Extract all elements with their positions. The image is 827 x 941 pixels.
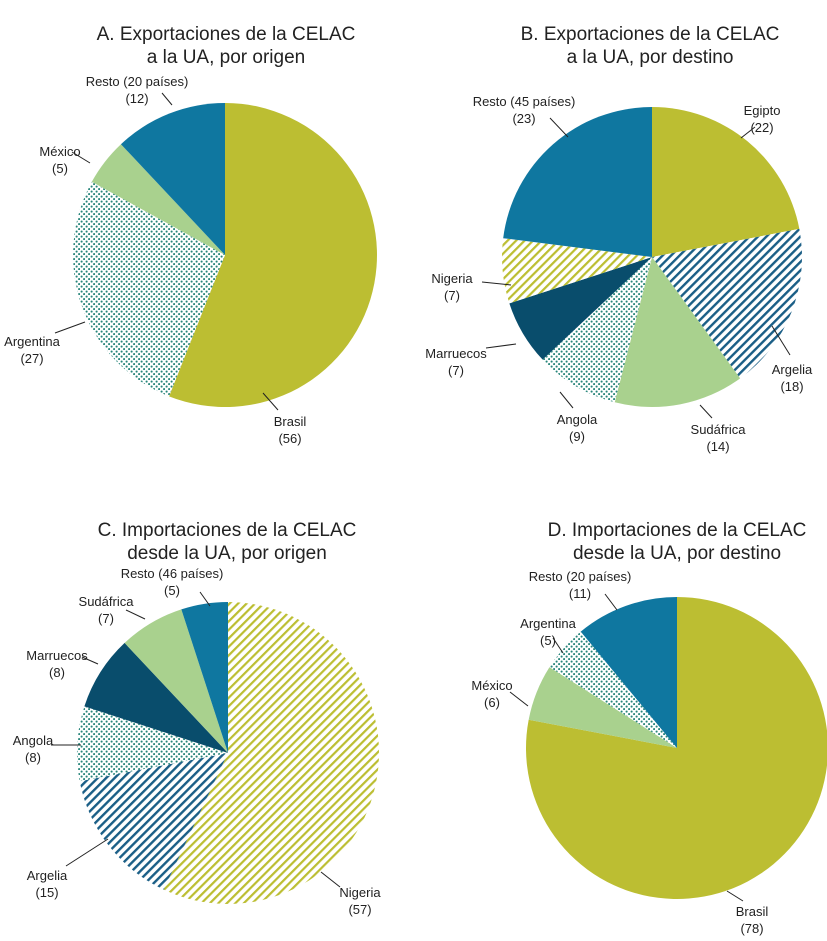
slice-sudafrica xyxy=(614,257,741,408)
leader-line-argelia xyxy=(65,838,109,867)
slice-value-resto-20-paises: (12) xyxy=(125,91,148,106)
pie-chart-b: B. Exportaciones de la CELAC a la UA, por… xyxy=(425,24,813,454)
leader-line-argentina xyxy=(54,321,86,334)
slice-argentina xyxy=(549,631,677,748)
leader-line-egipto xyxy=(740,126,756,139)
slice-label-resto-20-paises: Resto (20 países) xyxy=(86,74,189,89)
slice-argelia xyxy=(79,753,228,890)
slice-resto-46-paises xyxy=(181,602,228,753)
pie-chart-d: D. Importaciones de la CELAC desde la UA,… xyxy=(471,520,827,936)
slice-angola xyxy=(542,257,652,403)
slice-label-resto-45-paises: Resto (45 países) xyxy=(473,94,576,109)
chart-title: B. Exportaciones de la CELAC a la UA, por… xyxy=(521,24,780,68)
slice-value-argelia: (18) xyxy=(780,379,803,394)
slice-value-resto-20-paises: (11) xyxy=(569,586,591,601)
leader-line-angola xyxy=(559,391,574,409)
leader-line-nigeria xyxy=(320,871,341,888)
slice-value-angola: (8) xyxy=(25,750,41,765)
slice-value-nigeria: (7) xyxy=(444,288,460,303)
chart-title: D. Importaciones de la CELAC desde la UA,… xyxy=(548,520,807,564)
slice-resto-20-paises xyxy=(120,103,225,255)
slice-value-mexico: (5) xyxy=(52,161,68,176)
slice-label-egipto: Egipto xyxy=(744,103,781,118)
slice-label-brasil: Brasil xyxy=(274,414,307,429)
slice-label-angola: Angola xyxy=(557,412,598,427)
leader-line-nigeria xyxy=(481,281,512,286)
slice-label-nigeria: Nigeria xyxy=(339,885,381,900)
slice-label-marruecos: Marruecos xyxy=(425,346,487,361)
slice-label-marruecos: Marruecos xyxy=(26,648,88,663)
slice-value-angola: (9) xyxy=(569,429,585,444)
slice-label-resto-20-paises: Resto (20 países) xyxy=(529,569,632,584)
slice-value-marruecos: (8) xyxy=(49,665,65,680)
leader-line-resto-45-paises xyxy=(549,117,569,138)
slice-angola xyxy=(76,706,228,782)
slice-sudafrica xyxy=(124,609,228,753)
leader-line-resto-20-paises xyxy=(161,92,173,106)
slice-label-argelia: Argelia xyxy=(27,868,68,883)
leader-line-marruecos xyxy=(485,343,517,349)
chart-title: A. Exportaciones de la CELAC a la UA, por… xyxy=(97,24,356,68)
slice-value-resto-46-paises: (5) xyxy=(164,583,180,598)
slice-label-angola: Angola xyxy=(13,733,54,748)
leader-line-marruecos xyxy=(81,656,99,665)
slice-label-nigeria: Nigeria xyxy=(431,271,473,286)
slice-value-argelia: (15) xyxy=(35,885,58,900)
slice-brasil xyxy=(526,597,827,899)
leader-line-resto-20-paises xyxy=(604,593,618,611)
slice-argentina xyxy=(72,181,225,397)
slice-label-argelia: Argelia xyxy=(772,362,813,377)
slice-label-brasil: Brasil xyxy=(736,904,769,919)
slice-argelia xyxy=(652,228,802,379)
leader-line-argentina xyxy=(552,637,564,654)
slice-label-sudafrica: Sudáfrica xyxy=(691,422,747,437)
leader-line-brasil xyxy=(262,392,279,411)
slice-value-brasil: (78) xyxy=(740,921,763,936)
leader-line-mexico xyxy=(509,691,529,707)
chart-title: C. Importaciones de la CELAC desde la UA,… xyxy=(98,520,357,564)
leader-line-brasil xyxy=(726,890,744,902)
slice-label-resto-46-paises: Resto (46 países) xyxy=(121,566,224,581)
leader-line-sudafrica xyxy=(125,609,146,620)
slice-value-mexico: (6) xyxy=(484,695,500,710)
leader-line-mexico xyxy=(71,151,91,164)
slice-label-sudafrica: Sudáfrica xyxy=(79,594,135,609)
slice-resto-20-paises xyxy=(580,597,677,748)
slice-resto-45-paises xyxy=(503,107,652,257)
slice-value-sudafrica: (7) xyxy=(98,611,114,626)
slice-label-argentina: Argentina xyxy=(520,616,576,631)
slice-egipto xyxy=(652,107,800,257)
slice-label-mexico: México xyxy=(39,144,80,159)
slice-value-argentina: (5) xyxy=(540,633,556,648)
slice-value-nigeria: (57) xyxy=(348,902,371,917)
pie-chart-c: C. Importaciones de la CELAC desde la UA,… xyxy=(13,520,382,917)
slice-mexico xyxy=(91,144,225,255)
slice-brasil xyxy=(169,103,377,408)
slice-label-mexico: México xyxy=(471,678,512,693)
slice-mexico xyxy=(528,667,677,748)
leader-line-argelia xyxy=(771,325,791,356)
leader-line-resto-46-paises xyxy=(199,591,211,607)
slice-value-argentina: (27) xyxy=(20,351,43,366)
slice-value-resto-45-paises: (23) xyxy=(512,111,535,126)
slice-value-sudafrica: (14) xyxy=(706,439,729,454)
slice-marruecos xyxy=(84,642,228,753)
slice-nigeria xyxy=(163,602,380,904)
slice-value-marruecos: (7) xyxy=(448,363,464,378)
slice-value-egipto: (22) xyxy=(750,120,773,135)
slice-value-brasil: (56) xyxy=(278,431,301,446)
leader-line-sudafrica xyxy=(699,404,713,419)
pie-chart-a: A. Exportaciones de la CELAC a la UA, por… xyxy=(4,24,377,446)
slice-marruecos xyxy=(509,257,652,360)
slice-label-argentina: Argentina xyxy=(4,334,60,349)
slice-nigeria xyxy=(501,238,652,304)
